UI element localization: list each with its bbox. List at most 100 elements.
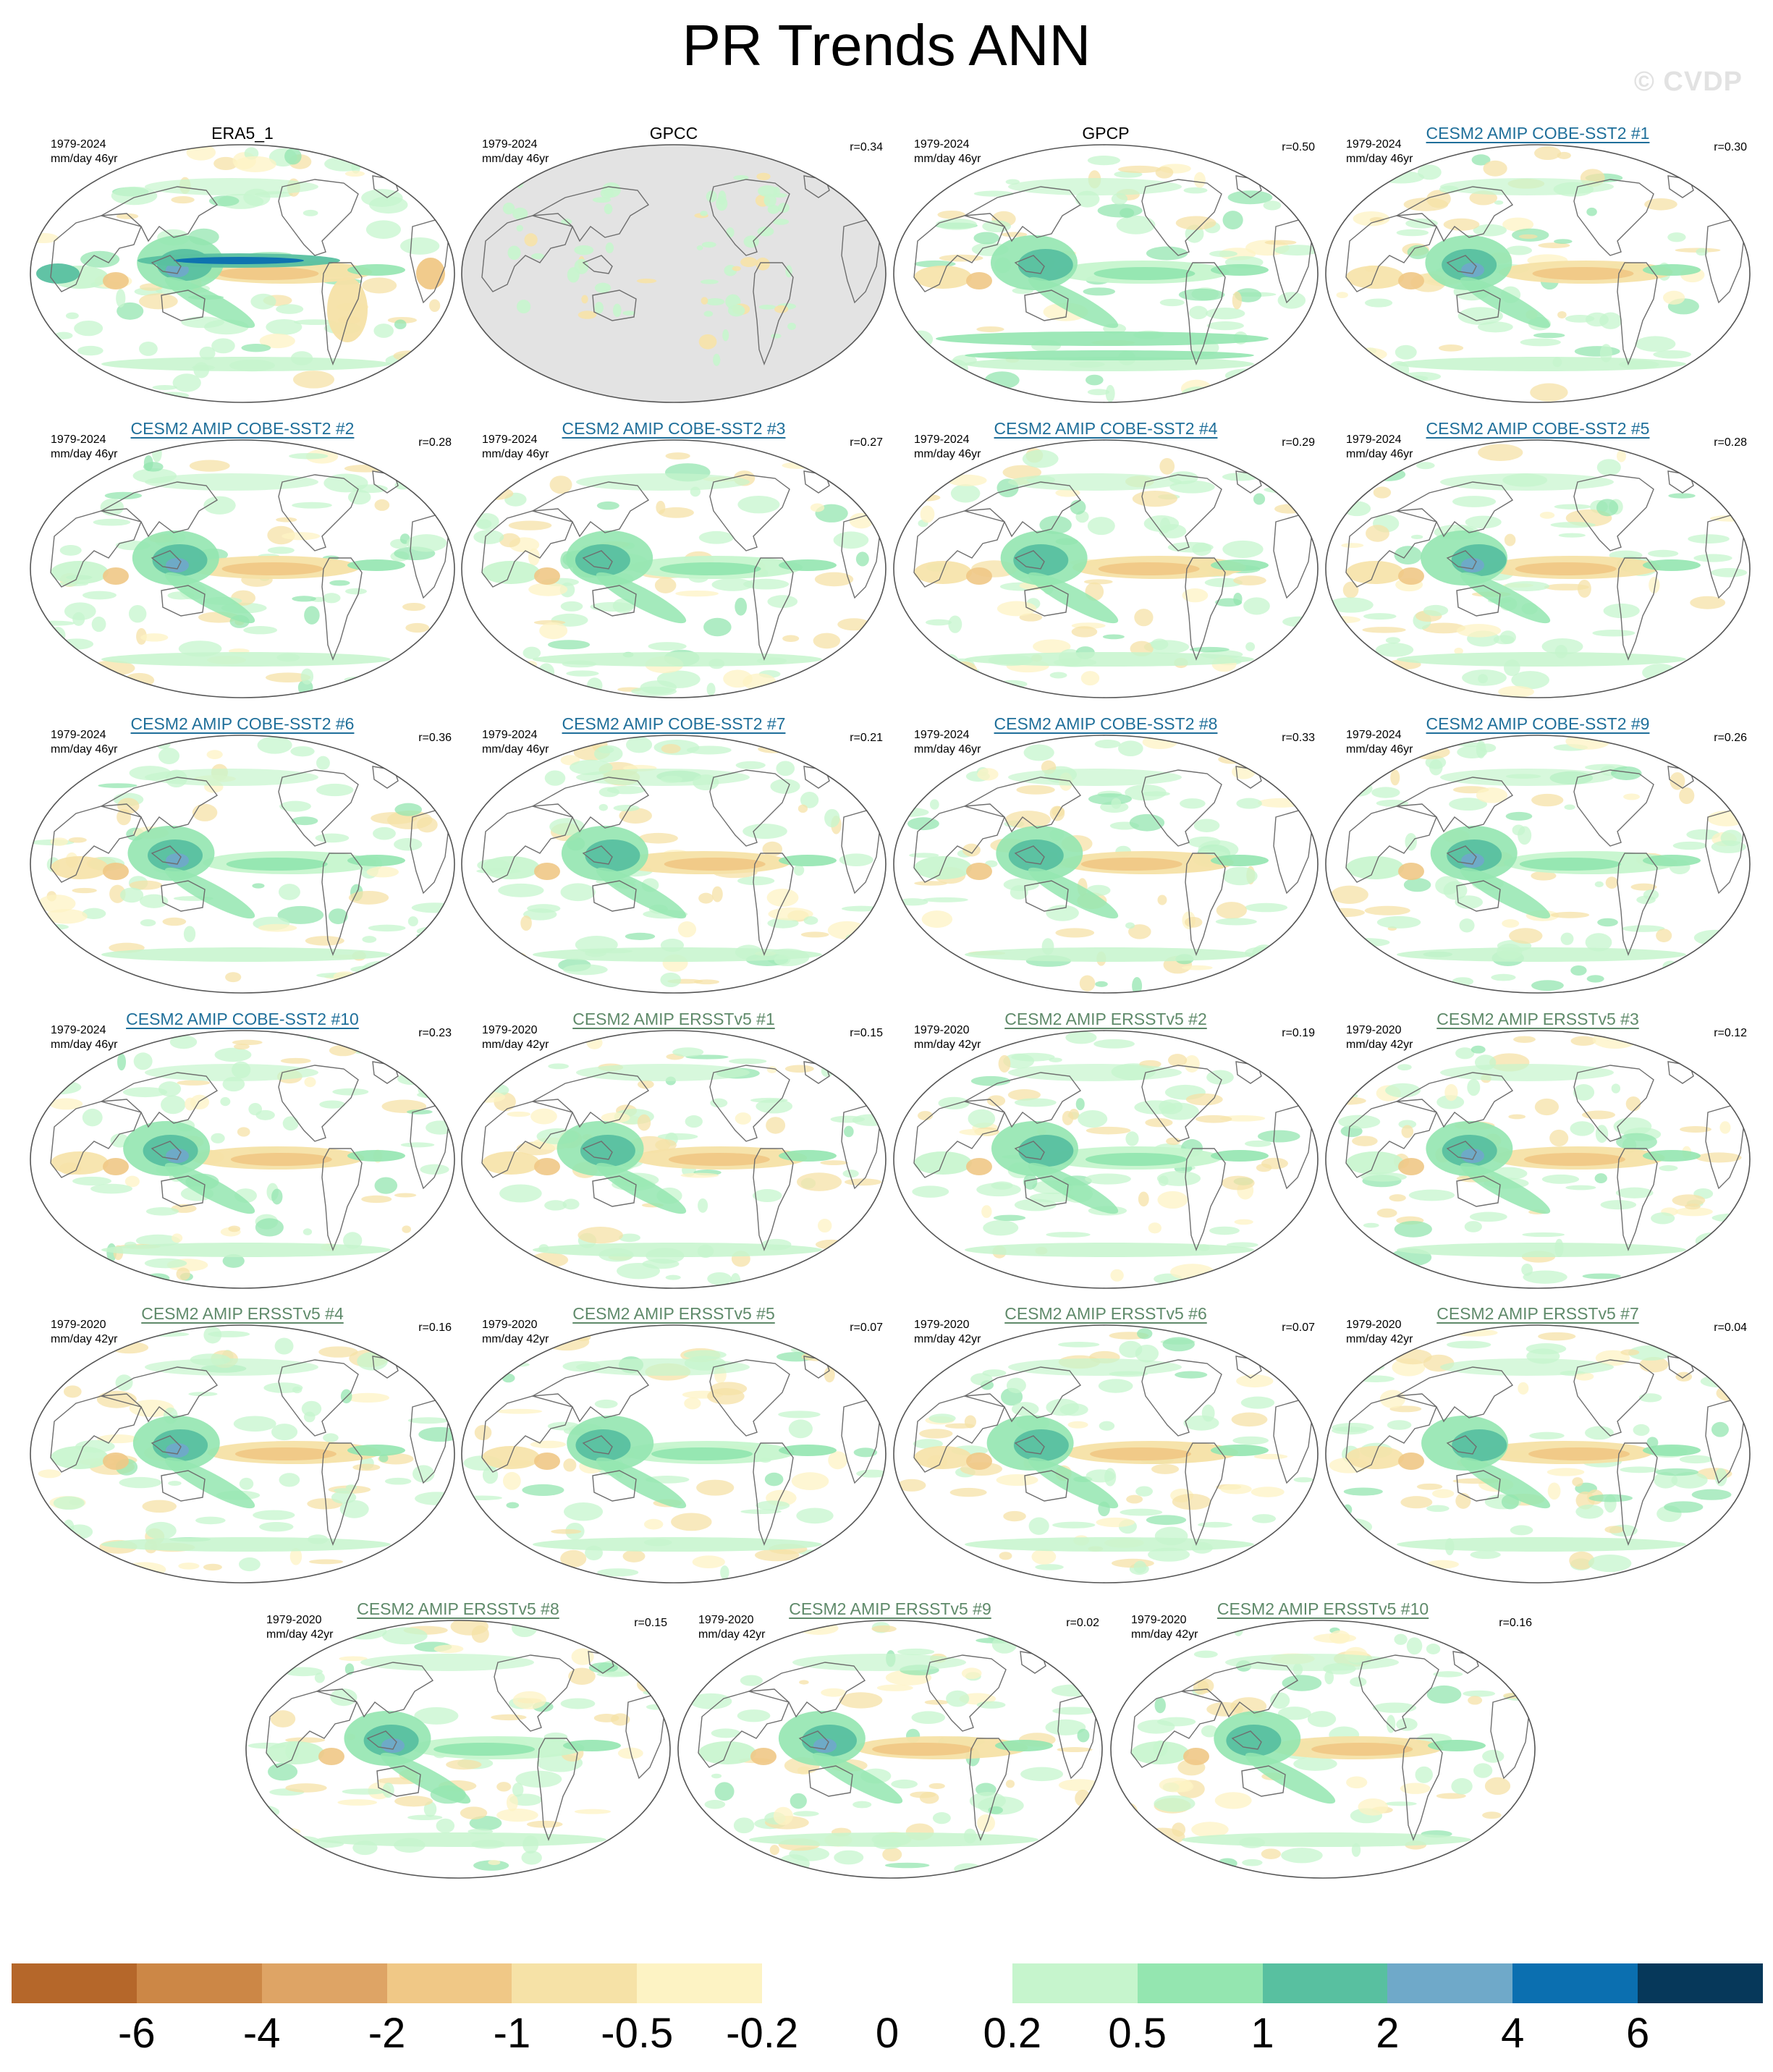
map-border	[30, 144, 455, 403]
units-label: mm/day 46yr	[51, 1039, 118, 1051]
units-label: mm/day 42yr	[482, 1039, 549, 1051]
colorbar-swatch	[762, 1963, 888, 2003]
map-svg	[461, 1030, 886, 1289]
colorbar-tick-label: 2	[1376, 2010, 1400, 2057]
map-svg	[1110, 1620, 1536, 1879]
colorbar-tick-label: 4	[1501, 2010, 1525, 2057]
panel-title: CESM2 AMIP COBE-SST2 #7	[562, 714, 786, 733]
coastlines	[481, 1356, 881, 1546]
trend-field	[33, 444, 449, 698]
panel-title: CESM2 AMIP COBE-SST2 #1	[1426, 124, 1650, 143]
panel-title: CESM2 AMIP ERSSTv5 #4	[141, 1304, 344, 1323]
map-border	[893, 439, 1319, 698]
coastlines	[50, 175, 449, 365]
map-panel: GPCP 1979-2024 mm/day 46yr r=0.50	[892, 123, 1319, 413]
pattern-correlation: r=0.34	[850, 141, 883, 153]
colorbar-tick-label: 0.2	[983, 2010, 1042, 2057]
period-label: 1979-2020	[1346, 1024, 1402, 1036]
colorbar-swatch	[261, 1963, 387, 2003]
map-border	[677, 1620, 1103, 1879]
trend-field	[462, 145, 886, 402]
units-label: mm/day 42yr	[266, 1628, 334, 1641]
trend-field	[462, 1329, 886, 1580]
pattern-correlation: r=0.30	[1714, 141, 1747, 153]
colorbar-swatch	[386, 1963, 512, 2003]
map-svg	[1325, 735, 1751, 994]
map-border	[893, 1324, 1319, 1583]
panel-title: CESM2 AMIP COBE-SST2 #8	[994, 714, 1218, 733]
period-label: 1979-2020	[1131, 1614, 1187, 1626]
trend-field	[30, 145, 454, 402]
map-border	[1325, 144, 1751, 403]
period-label: 1979-2024	[1346, 138, 1402, 151]
panel-title: CESM2 AMIP ERSSTv5 #9	[789, 1599, 991, 1618]
map-panel: CESM2 AMIP COBE-SST2 #10 1979-2024 mm/day …	[29, 1009, 456, 1298]
panel-title: CESM2 AMIP ERSSTv5 #7	[1436, 1304, 1639, 1323]
period-label: 1979-2024	[51, 434, 106, 446]
units-label: mm/day 46yr	[482, 743, 549, 756]
colorbar-swatch	[512, 1963, 638, 2003]
units-label: mm/day 42yr	[914, 1333, 981, 1345]
map-border	[1325, 1324, 1751, 1583]
map-border	[1110, 1620, 1536, 1879]
pattern-correlation: r=0.19	[1282, 1027, 1315, 1039]
trend-field	[246, 1620, 667, 1877]
map-border	[1325, 735, 1751, 994]
units-label: mm/day 46yr	[482, 153, 549, 165]
panel-title: CESM2 AMIP COBE-SST2 #6	[130, 714, 355, 733]
panel-title: CESM2 AMIP ERSSTv5 #10	[1216, 1599, 1429, 1618]
coastlines	[266, 1651, 665, 1841]
units-label: mm/day 46yr	[51, 153, 118, 165]
units-label: mm/day 46yr	[1346, 153, 1413, 165]
map-border	[30, 439, 455, 698]
trend-field	[911, 448, 1318, 696]
period-label: 1979-2020	[266, 1614, 322, 1626]
map-svg	[30, 439, 455, 698]
map-svg	[1325, 439, 1751, 698]
colorbar-tick-label: -1	[493, 2010, 531, 2057]
map-svg	[30, 1030, 455, 1289]
map-border	[30, 735, 455, 994]
map-border	[461, 1324, 886, 1583]
map-panel: CESM2 AMIP ERSSTv5 #6 1979-2020 mm/day 42y…	[892, 1303, 1319, 1593]
colorbar-swatch	[1387, 1963, 1513, 2003]
pattern-correlation: r=0.21	[850, 732, 883, 744]
pattern-correlation: r=0.26	[1714, 732, 1747, 744]
map-border	[30, 1030, 455, 1289]
trend-field	[36, 1034, 454, 1284]
period-label: 1979-2020	[914, 1024, 970, 1036]
coastlines	[913, 470, 1313, 661]
period-label: 1979-2024	[1346, 434, 1402, 446]
map-svg	[30, 735, 455, 994]
trend-field	[894, 735, 1315, 993]
trend-field	[1326, 735, 1748, 991]
units-label: mm/day 42yr	[1131, 1628, 1198, 1641]
coastlines	[913, 1356, 1313, 1546]
colorbar-swatch	[1012, 1963, 1138, 2003]
period-label: 1979-2024	[914, 138, 970, 151]
colorbar-tick-label: 1	[1251, 2010, 1274, 2057]
period-label: 1979-2024	[914, 434, 970, 446]
period-label: 1979-2020	[51, 1319, 106, 1331]
colorbar-tick-label: -4	[242, 2010, 281, 2057]
map-svg	[893, 1324, 1319, 1583]
units-label: mm/day 42yr	[1346, 1333, 1413, 1345]
map-border	[461, 735, 886, 994]
map-panel: CESM2 AMIP COBE-SST2 #7 1979-2024 mm/day 4…	[460, 714, 887, 1003]
map-panel: CESM2 AMIP COBE-SST2 #1 1979-2024 mm/day 4…	[1324, 123, 1751, 413]
colorbar-swatch	[12, 1963, 137, 2003]
watermark: © CVDP	[1633, 67, 1743, 97]
period-label: 1979-2024	[914, 729, 970, 741]
map-panel: CESM2 AMIP ERSSTv5 #2 1979-2020 mm/day 42y…	[892, 1009, 1319, 1298]
map-panel: CESM2 AMIP COBE-SST2 #8 1979-2024 mm/day 4…	[892, 714, 1319, 1003]
coastlines	[481, 470, 881, 661]
period-label: 1979-2020	[698, 1614, 754, 1626]
coastlines	[698, 1651, 1097, 1841]
panel-title: CESM2 AMIP ERSSTv5 #6	[1004, 1304, 1207, 1323]
trend-field	[33, 1326, 454, 1583]
trend-field	[682, 1621, 1101, 1878]
colorbar-tick-label: -2	[368, 2010, 406, 2057]
map-svg	[1325, 1030, 1751, 1289]
map-border	[461, 439, 886, 698]
map-svg	[1325, 144, 1751, 403]
